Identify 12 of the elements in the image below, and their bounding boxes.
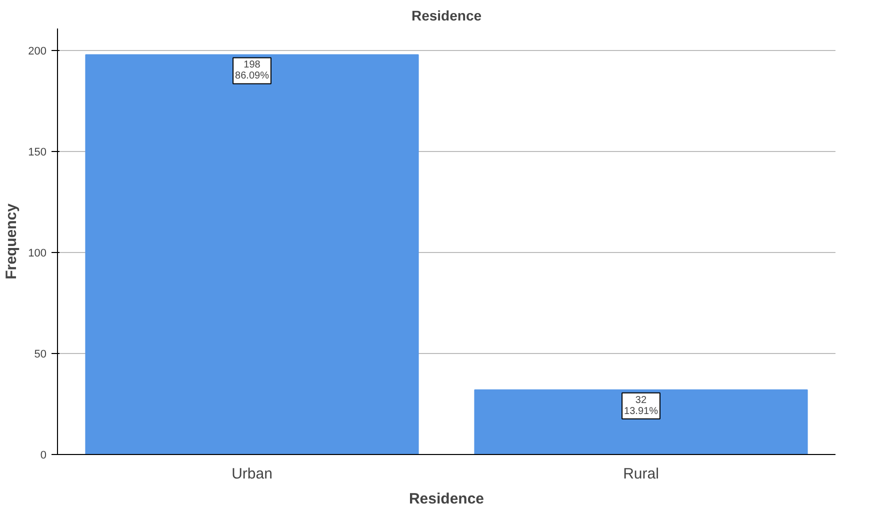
y-tick-label: 50 [34,348,47,361]
chart-title: Residence [411,8,482,24]
y-tick-label: 100 [28,248,47,260]
data-label: 32 13.91% [624,394,658,417]
y-tick-label: 200 [28,46,47,58]
y-axis-title: Frequency [3,202,20,280]
y-tick-label: 0 [40,450,47,462]
data-label: 198 86.09% [235,60,270,82]
x-tick-label: Rural [623,466,659,482]
x-axis-title: Residence [408,490,484,508]
y-tick-label: 150 [28,146,47,159]
x-tick-label: Urban [232,466,272,482]
